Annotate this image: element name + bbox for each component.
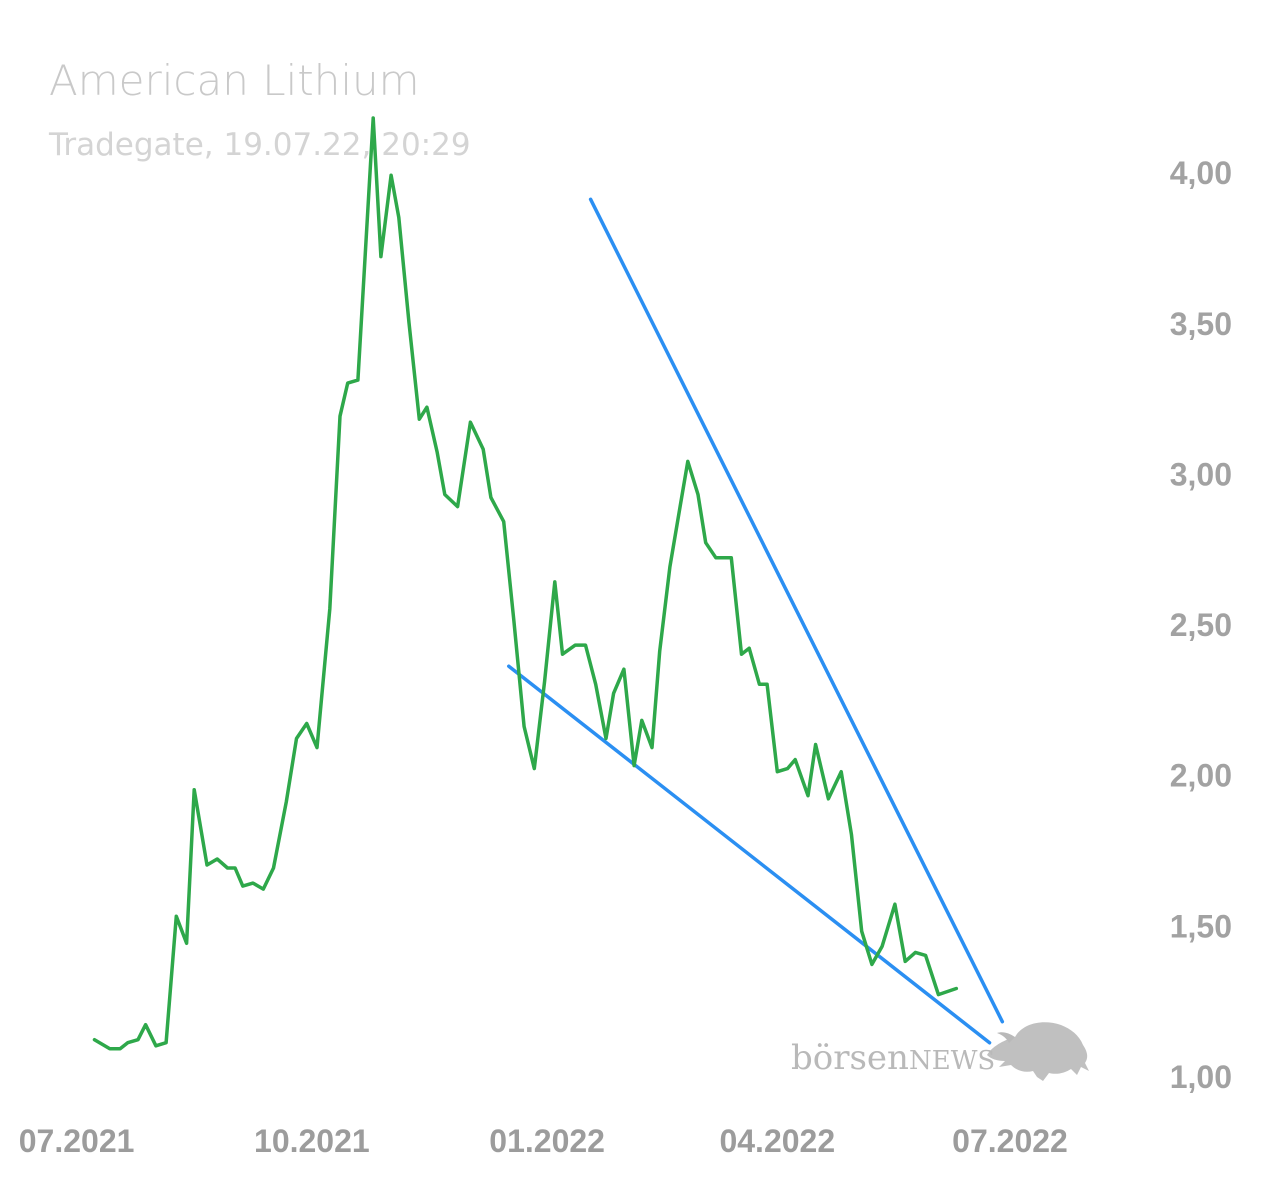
y-tick-label: 1,00 <box>1170 1059 1232 1095</box>
x-axis-tick-labels: 07.2021 10.2021 01.2022 04.2022 07.2022 <box>19 1123 1068 1159</box>
watermark-borsennews: börsenNEWS <box>791 1022 1089 1081</box>
x-tick-label: 07.2022 <box>952 1123 1068 1159</box>
y-tick-label: 2,50 <box>1170 607 1232 643</box>
bull-icon <box>987 1022 1089 1081</box>
y-tick-label: 4,00 <box>1170 155 1232 191</box>
chart-subtitle: Tradegate, 19.07.22, 20:29 <box>48 127 471 163</box>
y-tick-label: 3,00 <box>1170 456 1232 492</box>
x-tick-label: 01.2022 <box>489 1123 605 1159</box>
y-tick-label: 1,50 <box>1170 908 1232 944</box>
x-tick-label: 07.2021 <box>19 1123 135 1159</box>
watermark-text-secondary: NEWS <box>909 1046 995 1076</box>
chart-title: American Lithium <box>49 56 420 105</box>
trendline <box>507 664 992 1045</box>
trendlines <box>507 197 1005 1045</box>
svg-text:börsenNEWS: börsenNEWS <box>791 1038 995 1078</box>
y-tick-label: 2,00 <box>1170 758 1232 794</box>
x-tick-label: 04.2022 <box>719 1123 835 1159</box>
y-tick-label: 3,50 <box>1170 306 1232 342</box>
watermark-text-primary: börsen <box>791 1038 909 1078</box>
trendline <box>588 197 1005 1024</box>
price-series <box>92 116 959 1051</box>
series-line <box>92 116 959 1051</box>
y-axis-tick-labels: 4,00 3,50 3,00 2,50 2,00 1,50 1,00 <box>1170 155 1232 1095</box>
x-tick-label: 10.2021 <box>254 1123 370 1159</box>
